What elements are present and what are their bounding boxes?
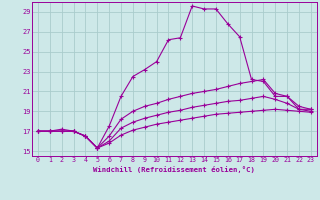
X-axis label: Windchill (Refroidissement éolien,°C): Windchill (Refroidissement éolien,°C)	[93, 166, 255, 173]
